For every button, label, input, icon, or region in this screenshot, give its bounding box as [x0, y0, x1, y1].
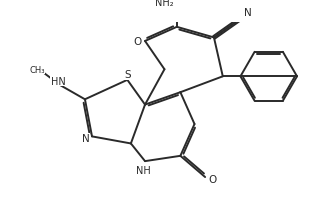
Text: NH: NH: [136, 165, 151, 175]
Text: N: N: [244, 8, 252, 18]
Text: CH₃: CH₃: [30, 66, 45, 74]
Text: N: N: [82, 133, 89, 143]
Text: HN: HN: [51, 76, 66, 87]
Text: O: O: [209, 174, 217, 184]
Text: O: O: [134, 37, 142, 47]
Text: NH₂: NH₂: [155, 0, 174, 8]
Text: S: S: [124, 70, 131, 80]
